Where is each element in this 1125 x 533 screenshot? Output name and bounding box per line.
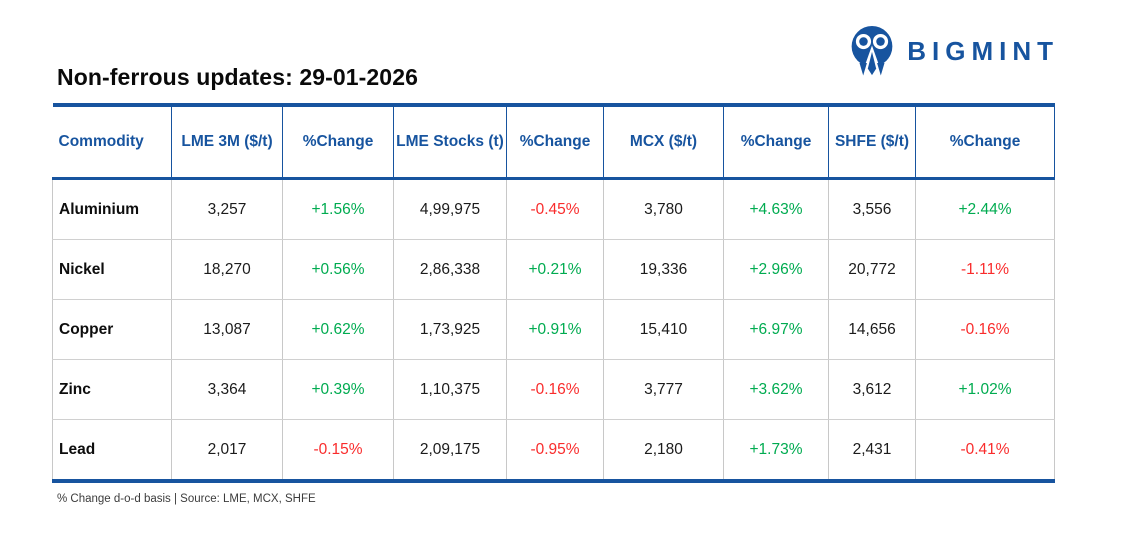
table-header-row: Commodity LME 3M ($/t) %Change LME Stock… (52, 103, 1055, 180)
col-header-lme-stocks: LME Stocks (t) (393, 103, 507, 180)
cell-mcx-change: +1.73% (723, 419, 829, 483)
cell-lme-stocks: 1,73,925 (393, 299, 507, 360)
cell-lme-3m: 3,257 (171, 178, 283, 240)
col-header-shfe-change: %Change (915, 103, 1055, 180)
source-footnote: % Change d-o-d basis | Source: LME, MCX,… (57, 493, 316, 505)
brand-name: BIGMINT (907, 36, 1059, 66)
table-row-copper: Copper 13,087 +0.62% 1,73,925 +0.91% 15,… (52, 299, 1055, 360)
cell-shfe-change: +1.02% (915, 359, 1055, 420)
cell-mcx: 19,336 (603, 239, 724, 300)
cell-stocks-change: +0.91% (506, 299, 604, 360)
commodity-table: Commodity LME 3M ($/t) %Change LME Stock… (52, 103, 1055, 483)
brand-logo: BIGMINT (848, 26, 1059, 76)
cell-mcx: 15,410 (603, 299, 724, 360)
cell-shfe-change: -1.11% (915, 239, 1055, 300)
cell-shfe-change: -0.41% (915, 419, 1055, 483)
cell-lme-3m: 13,087 (171, 299, 283, 360)
cell-lme-stocks: 2,86,338 (393, 239, 507, 300)
table-row-lead: Lead 2,017 -0.15% 2,09,175 -0.95% 2,180 … (52, 419, 1055, 483)
table-row-zinc: Zinc 3,364 +0.39% 1,10,375 -0.16% 3,777 … (52, 359, 1055, 420)
cell-lme-stocks: 1,10,375 (393, 359, 507, 420)
cell-stocks-change: +0.21% (506, 239, 604, 300)
cell-lme-3m: 3,364 (171, 359, 283, 420)
cell-shfe: 14,656 (828, 299, 916, 360)
page-title: Non-ferrous updates: 29-01-2026 (57, 64, 418, 90)
cell-mcx-change: +2.96% (723, 239, 829, 300)
cell-lme-stocks: 2,09,175 (393, 419, 507, 483)
cell-mcx-change: +3.62% (723, 359, 829, 420)
cell-shfe: 2,431 (828, 419, 916, 483)
cell-mcx-change: +6.97% (723, 299, 829, 360)
col-header-shfe: SHFE ($/t) (828, 103, 916, 180)
cell-shfe: 3,612 (828, 359, 916, 420)
col-header-commodity: Commodity (52, 103, 172, 180)
col-header-mcx-change: %Change (723, 103, 829, 180)
cell-stocks-change: -0.45% (506, 178, 604, 240)
cell-commodity: Aluminium (52, 178, 172, 240)
cell-lme-change: +0.56% (282, 239, 394, 300)
col-header-lme-3m: LME 3M ($/t) (171, 103, 283, 180)
cell-mcx: 3,777 (603, 359, 724, 420)
col-header-stocks-change: %Change (506, 103, 604, 180)
cell-mcx: 3,780 (603, 178, 724, 240)
cell-stocks-change: -0.16% (506, 359, 604, 420)
cell-commodity: Nickel (52, 239, 172, 300)
cell-lme-3m: 18,270 (171, 239, 283, 300)
cell-mcx-change: +4.63% (723, 178, 829, 240)
cell-commodity: Copper (52, 299, 172, 360)
cell-shfe: 20,772 (828, 239, 916, 300)
table-row-aluminium: Aluminium 3,257 +1.56% 4,99,975 -0.45% 3… (52, 178, 1055, 240)
col-header-lme-change: %Change (282, 103, 394, 180)
cell-commodity: Zinc (52, 359, 172, 420)
cell-commodity: Lead (52, 419, 172, 483)
cell-lme-3m: 2,017 (171, 419, 283, 483)
cell-lme-stocks: 4,99,975 (393, 178, 507, 240)
cell-mcx: 2,180 (603, 419, 724, 483)
cell-lme-change: +0.62% (282, 299, 394, 360)
cell-lme-change: -0.15% (282, 419, 394, 483)
cell-lme-change: +0.39% (282, 359, 394, 420)
table-row-nickel: Nickel 18,270 +0.56% 2,86,338 +0.21% 19,… (52, 239, 1055, 300)
col-header-mcx: MCX ($/t) (603, 103, 724, 180)
cell-shfe-change: -0.16% (915, 299, 1055, 360)
cell-stocks-change: -0.95% (506, 419, 604, 483)
cell-shfe: 3,556 (828, 178, 916, 240)
cell-lme-change: +1.56% (282, 178, 394, 240)
cell-shfe-change: +2.44% (915, 178, 1055, 240)
bigmint-people-icon (848, 26, 896, 76)
